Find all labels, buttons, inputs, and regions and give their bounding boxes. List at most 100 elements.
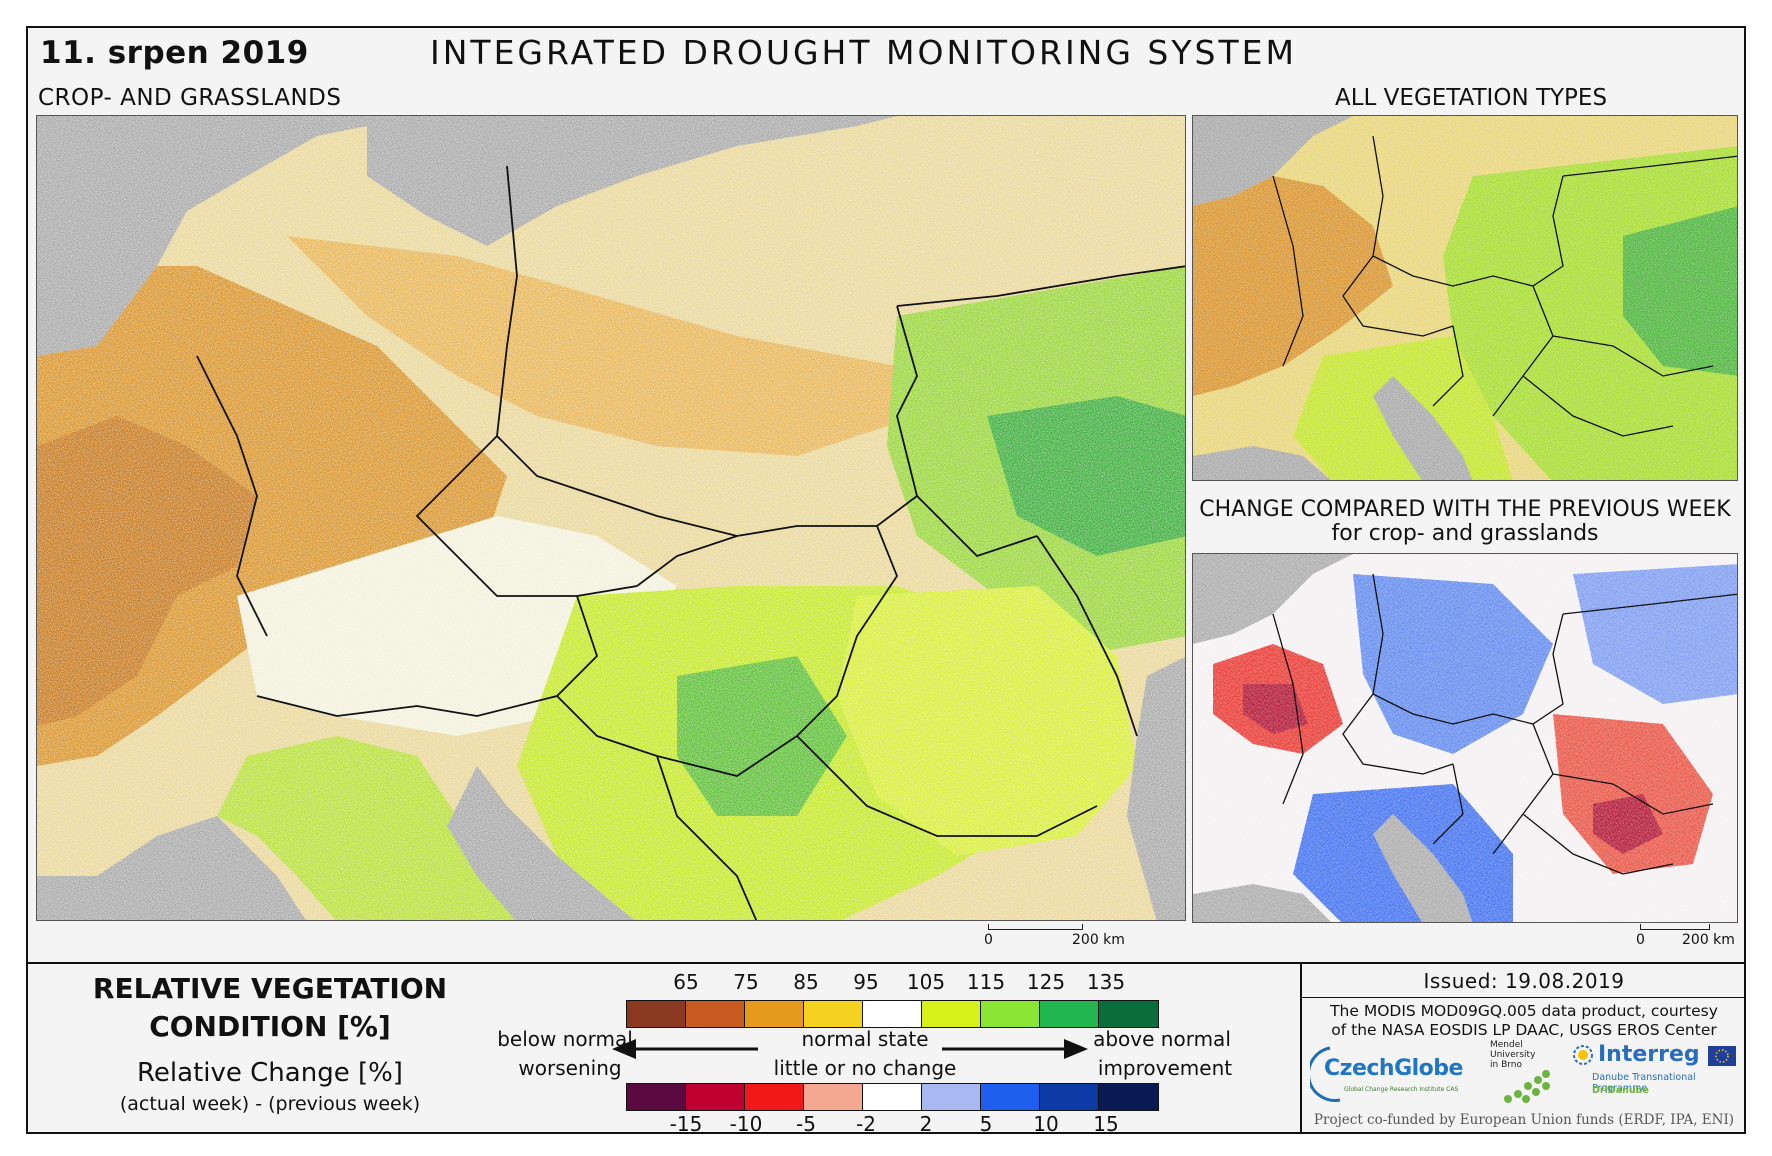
cofunding-note: Project co-funded by European Union fund… (1313, 1112, 1735, 1128)
scalebar-line (988, 924, 1083, 930)
vegetation-map-subtitle: ALL VEGETATION TYPES (1335, 85, 1608, 111)
courtesy-line2: of the NASA EOSDIS LP DAAC, USGS EROS Ce… (1331, 1021, 1717, 1039)
border-line (1492, 285, 1554, 417)
condition-color-scale (626, 1000, 1159, 1028)
relative-change-sublabel: (actual week) - (previous week) (119, 1093, 421, 1115)
interreg-name: Interreg (1598, 1042, 1700, 1067)
mendel-line3: in Brno (1490, 1060, 1522, 1070)
border-line (1562, 155, 1737, 177)
all-vegetation-map-canvas (1193, 116, 1737, 480)
border-line (1432, 763, 1464, 845)
czechglobe-logo: CzechGlobe Global Change Research Instit… (1307, 1042, 1480, 1102)
border-line (656, 525, 899, 777)
border-line (656, 755, 758, 920)
mendel-text: Mendel University in Brno (1490, 1040, 1535, 1070)
legend-color-swatch (981, 1001, 1040, 1027)
czechglobe-subtitle: Global Change Research Institute CAS (1344, 1086, 1459, 1093)
legend-tick-label: 10 (1033, 1112, 1059, 1136)
little-change-label: little or no change (773, 1056, 957, 1080)
left-arrow-icon (612, 1039, 758, 1059)
legend-tick-label: 85 (793, 970, 819, 994)
change-color-scale (626, 1083, 1159, 1111)
legend-color-swatch (922, 1001, 981, 1027)
border-line (196, 355, 268, 637)
main-map-subtitle: CROP- AND GRASSLANDS (38, 85, 342, 111)
legend-panel (26, 962, 1746, 1134)
legend-color-swatch (686, 1001, 745, 1027)
legend-color-swatch (863, 1084, 922, 1110)
legend-tick-label: 65 (673, 970, 699, 994)
border-line (496, 165, 919, 537)
border-line (1552, 335, 1714, 377)
border-line (896, 265, 1185, 307)
scalebar-start-label: 0 (1636, 932, 1645, 948)
crop-grassland-map-canvas (37, 116, 1185, 920)
eu-flag-field (1708, 1046, 1736, 1066)
courtesy-line1: The MODIS MOD09GQ.005 data product, cour… (1330, 1002, 1718, 1020)
legend-color-swatch (922, 1084, 981, 1110)
data-courtesy: The MODIS MOD09GQ.005 data product, cour… (1302, 1002, 1746, 1040)
border-line (256, 595, 599, 717)
improvement-label: improvement (1097, 1056, 1233, 1080)
all-vegetation-condition-map (1192, 115, 1738, 481)
dot (1534, 1076, 1542, 1084)
change-map-title-line1: CHANGE COMPARED WITH THE PREVIOUS WEEK (1199, 497, 1731, 522)
below-normal-label: below normal (497, 1027, 633, 1051)
main-map-scalebar: 0 200 km (980, 924, 1130, 954)
interreg-sun-icon (1573, 1045, 1593, 1065)
scalebar-end-label: 200 km (1072, 932, 1125, 948)
legend-tick-label: 135 (1086, 970, 1126, 994)
legend-color-swatch (627, 1001, 686, 1027)
legend-tick-label: 2 (919, 1112, 933, 1136)
legend-color-swatch (627, 1084, 686, 1110)
border-line (1342, 693, 1454, 775)
interreg-project: DriDanube (1592, 1085, 1649, 1096)
border-line (796, 735, 1098, 837)
legend-color-swatch (804, 1084, 863, 1110)
border-line (1432, 325, 1464, 407)
legend-tick-label: -10 (729, 1112, 763, 1136)
dot (1522, 1095, 1530, 1103)
map-date: 11. srpen 2019 (40, 35, 309, 71)
country-borders (1272, 573, 1737, 875)
czechglobe-name: CzechGlobe (1324, 1056, 1463, 1081)
legend-tick-label: 105 (906, 970, 946, 994)
dot (1532, 1088, 1540, 1096)
sun-ring (1573, 1045, 1593, 1065)
country-borders (196, 165, 1185, 920)
border-line (1272, 175, 1304, 367)
border-line (916, 495, 1038, 558)
sun-core (1578, 1050, 1588, 1060)
scalebar-start-label: 0 (984, 932, 993, 948)
border-line (1552, 773, 1714, 815)
arrow-head (612, 1039, 636, 1059)
dot (1542, 1070, 1550, 1078)
eu-flag-icon (1708, 1046, 1736, 1066)
legend-tick-label: 15 (1093, 1112, 1119, 1136)
border-line (1342, 255, 1454, 337)
weekly-change-map-canvas (1193, 554, 1737, 922)
dot (1514, 1090, 1522, 1098)
legend-title-line2: CONDITION [%] (149, 1010, 391, 1043)
legend-tick-label: 125 (1026, 970, 1066, 994)
dot (1504, 1095, 1512, 1103)
legend-tick-label: 115 (966, 970, 1006, 994)
crop-grassland-condition-map (36, 115, 1186, 921)
pixel-speckle-overlay (1193, 116, 1737, 480)
mendel-line2: University (1490, 1050, 1536, 1060)
legend-tick-label: -15 (669, 1112, 703, 1136)
mendel-university-logo: Mendel University in Brno (1490, 1040, 1560, 1104)
dot (1524, 1082, 1532, 1090)
scalebar-line (1640, 924, 1710, 930)
legend-color-swatch (863, 1001, 922, 1027)
eu-stars (1715, 1049, 1729, 1063)
pixel-speckle-overlay (37, 116, 1185, 920)
worsening-label: worsening (518, 1056, 622, 1080)
legend-tick-label: 75 (733, 970, 759, 994)
above-normal-label: above normal (1093, 1027, 1231, 1051)
interreg-programme: Danube Transnational Programme (1592, 1072, 1696, 1094)
legend-tick-label: -2 (856, 1112, 876, 1136)
scalebar-end-label: 200 km (1682, 932, 1735, 948)
legend-color-swatch (1099, 1084, 1158, 1110)
border-line (1372, 573, 1564, 725)
